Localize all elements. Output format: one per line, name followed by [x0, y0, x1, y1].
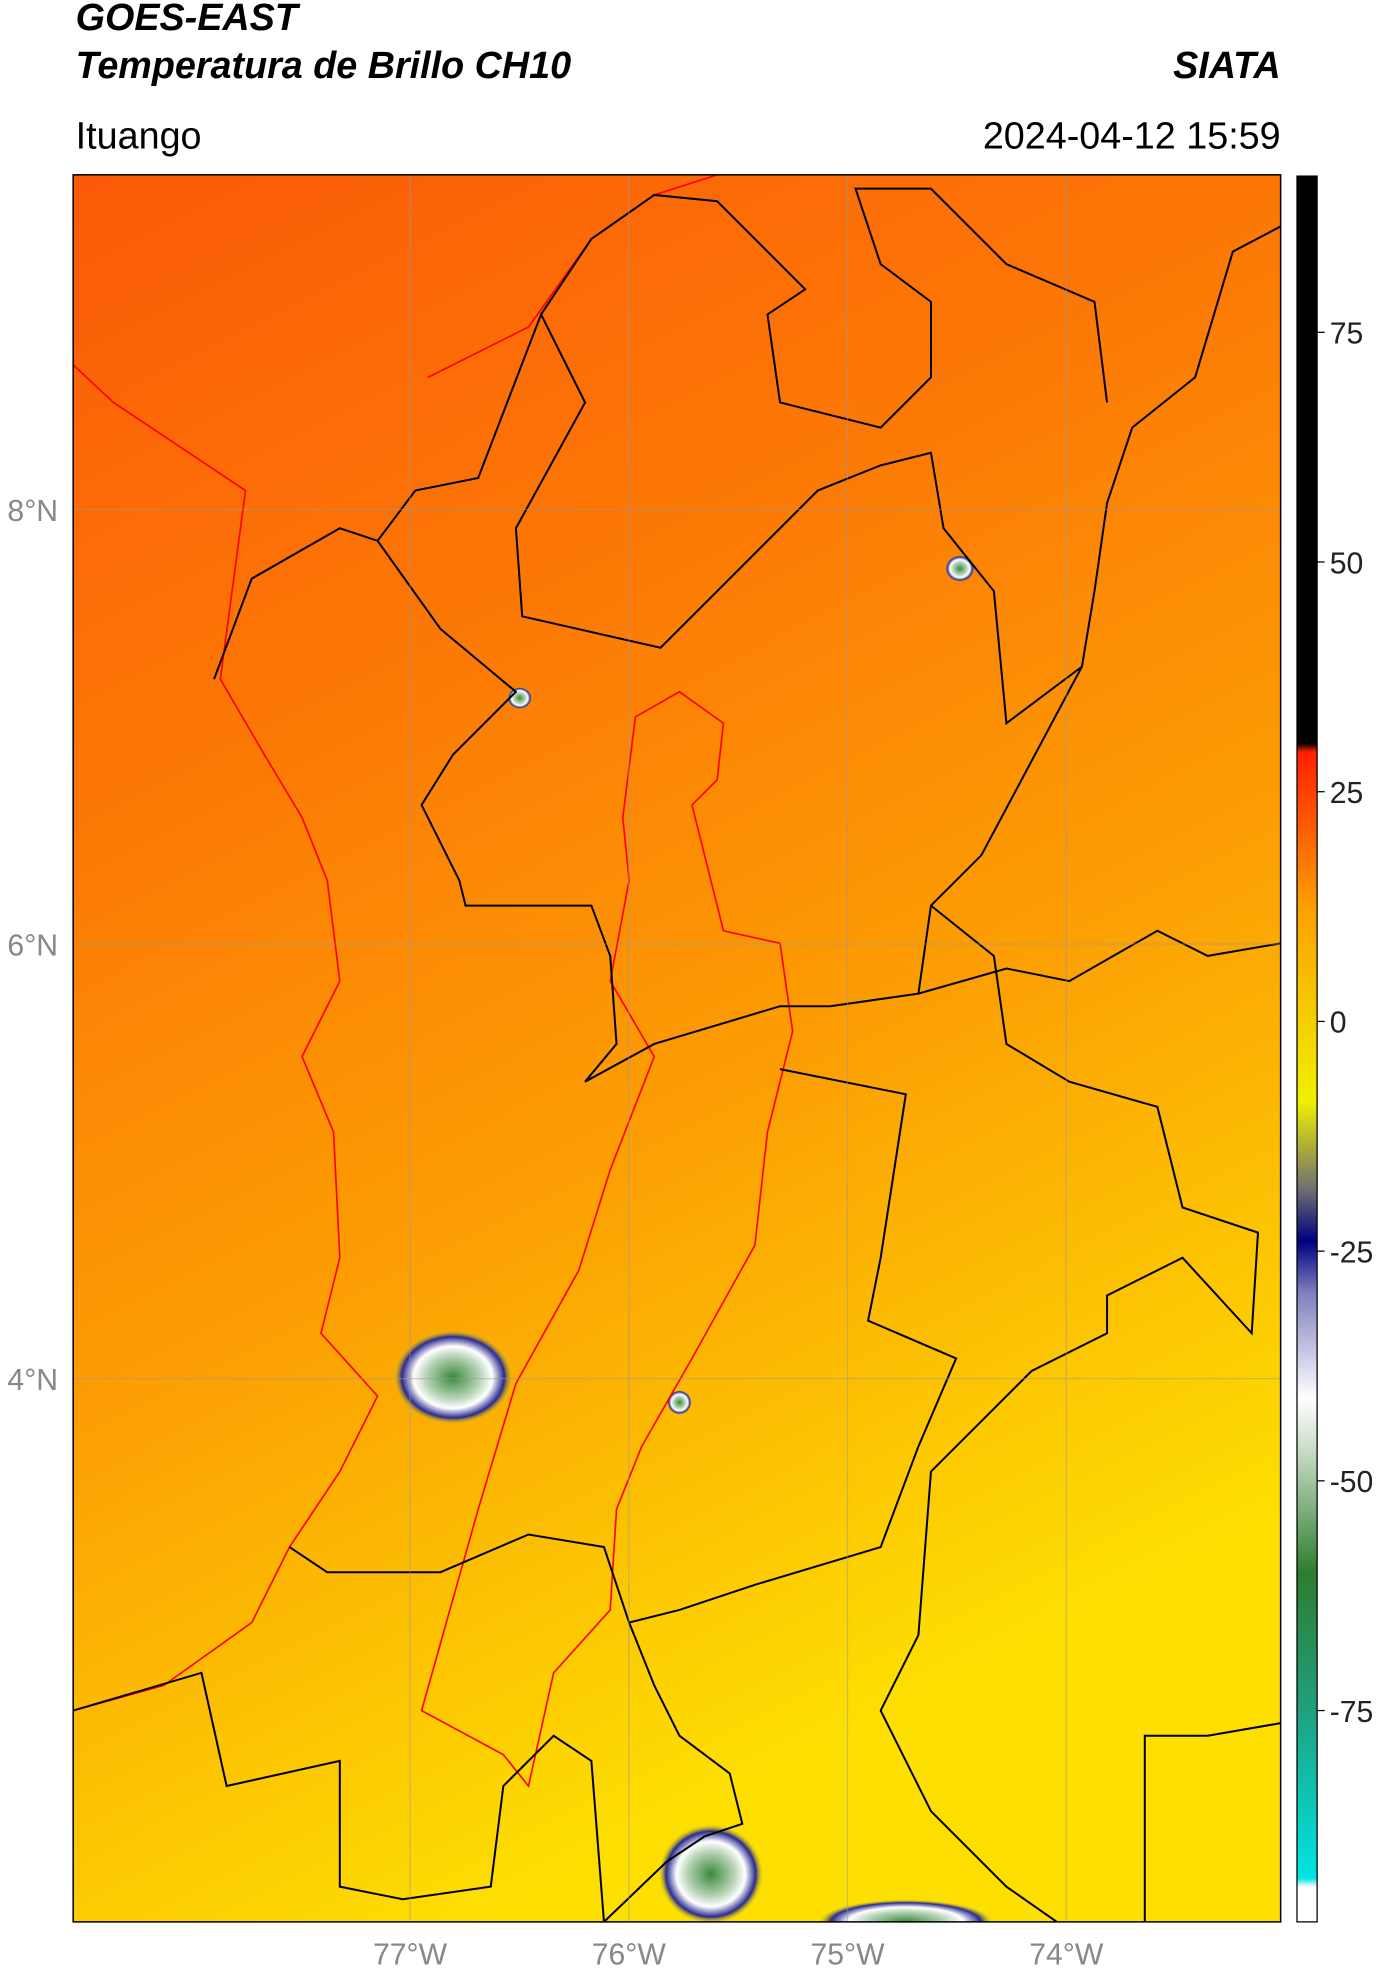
admin-border	[213, 527, 1281, 1083]
admin-border	[603, 1068, 958, 1922]
colorbar-tick-label: 50	[1330, 547, 1364, 580]
colorbar-tick-label: -25	[1330, 1236, 1374, 1269]
datetime: 2024-04-12 15:59	[983, 114, 1281, 156]
axis-labels: 77°W 76°W 75°W 74°W 8°N 6°N 4°N	[7, 495, 1103, 1972]
storm-cell	[944, 554, 975, 583]
x-tick-label: 75°W	[810, 1939, 885, 1972]
colorbar-tick-label: 0	[1330, 1007, 1347, 1040]
x-tick-label: 76°W	[592, 1939, 667, 1972]
admin-border	[73, 1671, 605, 1922]
storm-cell	[666, 1389, 692, 1415]
admin-border	[879, 666, 1260, 1922]
colorbar-tick-label: 25	[1330, 777, 1364, 810]
x-tick-label: 77°W	[373, 1939, 448, 1972]
basin-outline	[420, 690, 794, 1788]
x-tick-label: 74°W	[1029, 1939, 1104, 1972]
colorbar-tick-label: 75	[1330, 318, 1364, 351]
colorbar-tick-label: -50	[1330, 1466, 1374, 1499]
storm-cell	[658, 1823, 764, 1922]
graticule	[73, 174, 1281, 1922]
admin-border	[288, 1533, 1281, 1922]
brightness-field	[73, 174, 1281, 1922]
colorbar	[1296, 175, 1318, 1923]
colorbar-ticks: 75 50 25 0 -25 -50 -75	[1317, 318, 1373, 1729]
title: GOES-EAST	[76, 0, 301, 38]
location: Ituango	[76, 114, 202, 156]
y-tick-label: 6°N	[7, 929, 58, 962]
storm-cell	[817, 1899, 994, 1922]
storm-cell	[507, 686, 533, 710]
map-area	[73, 174, 1281, 1922]
map-frame	[72, 174, 1282, 1923]
colorbar-tick-label: -75	[1330, 1696, 1374, 1729]
admin-border	[540, 187, 1109, 429]
brand: SIATA	[1173, 44, 1281, 86]
subtitle: Temperatura de Brillo CH10	[76, 44, 571, 86]
y-tick-label: 8°N	[7, 495, 58, 528]
storm-cell	[392, 1329, 514, 1426]
admin-border	[376, 225, 1281, 726]
y-tick-label: 4°N	[7, 1364, 58, 1397]
